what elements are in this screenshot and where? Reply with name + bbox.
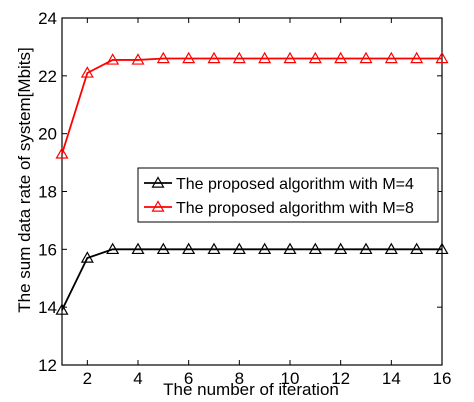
data-point-marker	[283, 51, 297, 64]
data-point-marker	[55, 147, 69, 159]
legend-marker	[151, 200, 165, 212]
data-point-marker	[156, 51, 170, 64]
y-tick-label: 16	[38, 240, 57, 259]
data-point-marker	[106, 242, 120, 255]
x-tick-label: 6	[184, 369, 193, 388]
data-point-marker	[55, 303, 69, 315]
y-tick-label: 20	[38, 125, 57, 144]
data-point-marker	[232, 51, 246, 64]
x-tick-label: 8	[235, 369, 244, 388]
x-tick-label: 10	[281, 369, 300, 388]
series-line	[61, 57, 442, 155]
data-point-marker	[334, 242, 348, 255]
y-tick-label: 12	[38, 356, 57, 375]
y-axis-title: The sum data rate of system[Mbits]	[15, 47, 34, 312]
data-point-marker	[334, 51, 348, 64]
data-point-marker	[308, 242, 322, 255]
y-tick-label: 24	[38, 9, 57, 28]
data-point-marker	[308, 51, 322, 64]
legend: The proposed algorithm with M=4 The propo…	[137, 167, 439, 223]
data-point-marker	[156, 242, 170, 255]
data-point-marker	[258, 242, 272, 255]
data-point-marker	[232, 242, 246, 255]
data-point-marker	[106, 53, 120, 65]
data-point-marker	[207, 51, 221, 64]
x-tick-label: 2	[83, 369, 92, 388]
data-point-marker	[182, 51, 196, 64]
x-tick-label: 12	[331, 369, 350, 388]
y-tick-label: 18	[38, 183, 57, 202]
data-point-marker	[410, 51, 424, 64]
data-point-marker	[359, 51, 373, 64]
legend-label: The proposed algorithm with M=8	[176, 200, 414, 217]
data-point-marker	[131, 242, 145, 255]
data-point-marker	[80, 251, 94, 263]
data-point-marker	[359, 242, 373, 255]
data-point-marker	[435, 242, 449, 255]
y-tick-label: 14	[38, 298, 57, 317]
x-tick-label: 14	[382, 369, 401, 388]
x-tick-label: 4	[133, 369, 142, 388]
data-point-marker	[182, 242, 196, 255]
data-point-marker	[384, 51, 398, 64]
data-point-marker	[207, 242, 221, 255]
series-line	[61, 248, 442, 311]
x-tick-label: 16	[433, 369, 452, 388]
data-point-marker	[435, 51, 449, 64]
data-point-marker	[410, 242, 424, 255]
x-axis-title: The number of iteration	[163, 380, 339, 399]
data-point-marker	[258, 51, 272, 64]
data-point-marker	[80, 66, 94, 78]
data-point-marker	[131, 53, 145, 65]
data-point-marker	[384, 242, 398, 255]
data-point-marker	[283, 242, 297, 255]
legend-box	[137, 167, 439, 223]
legend-label: The proposed algorithm with M=4	[176, 176, 414, 193]
y-tick-label: 22	[38, 67, 57, 86]
legend-marker	[151, 176, 165, 188]
